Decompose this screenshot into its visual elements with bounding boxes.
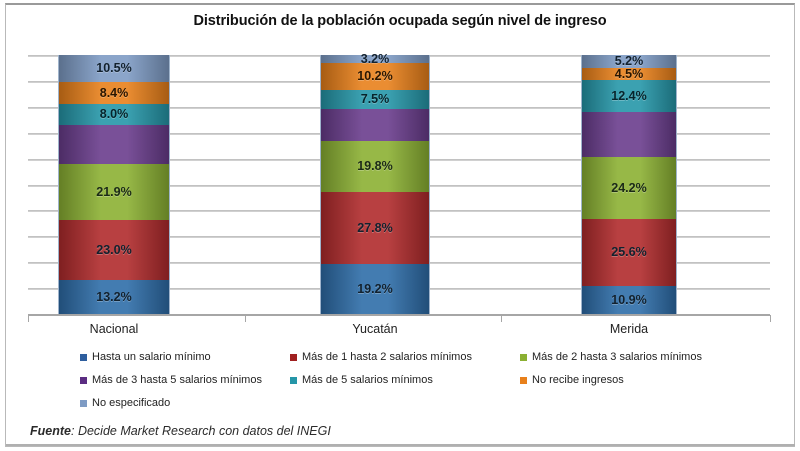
data-label: 4.5% [614,67,644,82]
legend-row: No especificado [80,398,780,421]
data-label: 8.4% [99,85,129,100]
legend-label: Más de 5 salarios mínimos [302,374,433,386]
legend-row: Hasta un salario mínimo Más de 1 hasta 2 … [80,352,780,375]
bar-segment[interactable]: 27.8% [321,192,429,265]
legend-item[interactable]: No recibe ingresos [520,375,624,386]
legend-swatch-icon [520,377,527,384]
chart-title: Distribución de la población ocupada seg… [193,13,607,29]
legend-swatch-icon [290,377,297,384]
bar-segment[interactable]: 21.9% [59,163,169,221]
bar-yucatán[interactable]: 19.2% 27.8% 19.8% 7.5% 10.2% 3.2% [320,51,430,314]
bar-segment[interactable]: 25.6% [582,219,676,286]
data-label: 24.2% [611,180,647,195]
legend-label: Más de 2 hasta 3 salarios mínimos [532,351,702,363]
bar-segment[interactable]: 23.0% [59,220,169,280]
legend-item[interactable]: Más de 1 hasta 2 salarios mínimos [290,352,472,363]
category-label-nacional: Nacional [89,322,139,336]
bar-segment[interactable]: 3.2% [321,51,429,66]
data-label: 23.0% [96,242,132,257]
legend-swatch-icon [80,400,87,407]
chart-legend: Hasta un salario mínimo Más de 1 hasta 2 … [80,352,780,421]
legend-label: No especificado [92,397,171,409]
bar-segment[interactable]: 10.2% [321,63,429,90]
legend-item[interactable]: Más de 2 hasta 3 salarios mínimos [520,352,702,363]
legend-swatch-icon [80,377,87,384]
category-label-merida: Merida [609,322,649,336]
axis-tick [28,315,29,322]
bar-segment[interactable]: 10.9% [582,285,676,314]
legend-item[interactable]: Más de 5 salarios mínimos [290,375,433,386]
data-label: 19.2% [357,281,393,296]
data-label: 10.9% [611,292,647,307]
bar-segment[interactable]: 12.4% [582,80,676,113]
x-axis-line [28,314,770,316]
axis-tick [770,315,771,322]
bar-segment[interactable]: 8.0% [59,103,169,125]
bar-segment[interactable] [59,124,169,164]
bar-nacional[interactable]: 13.2% 23.0% 21.9% 8.0% 8.4% 10.5% [58,55,170,314]
source-note: Fuente: Decide Market Research con datos… [30,424,331,438]
bars-container: 13.2% 23.0% 21.9% 8.0% 8.4% 10.5% 19.2% 27.8% 19… [28,51,770,314]
source-note-text: Decide Market Research con datos del INE… [77,424,331,438]
bar-segment[interactable]: 4.5% [582,67,676,82]
category-label-yucatán: Yucatán [352,322,398,336]
data-label: 13.2% [96,289,132,304]
data-label: 21.9% [96,184,132,199]
data-label: 7.5% [360,92,390,107]
data-label: 5.2% [614,54,644,69]
legend-item[interactable]: Más de 3 hasta 5 salarios mínimos [80,375,262,386]
source-note-prefix: Fuente [30,424,71,438]
data-label: 10.5% [96,61,132,76]
data-label: 12.4% [611,88,647,103]
axis-tick [501,315,502,322]
legend-label: No recibe ingresos [532,374,624,386]
bar-segment[interactable] [321,109,429,141]
legend-swatch-icon [80,354,87,361]
bar-segment[interactable]: 19.8% [321,141,429,193]
data-label: 3.2% [360,51,390,66]
legend-swatch-icon [290,354,297,361]
bar-merida[interactable]: 10.9% 25.6% 24.2% 12.4% 4.5% 5.2% [581,55,677,314]
bar-segment[interactable] [582,112,676,157]
data-label: 19.8% [357,159,393,174]
bar-segment[interactable]: 5.2% [582,54,676,69]
footer-divider [6,444,795,446]
data-label: 8.0% [99,107,129,122]
bar-segment[interactable]: 24.2% [582,156,676,220]
bar-segment[interactable]: 8.4% [59,82,169,104]
data-label: 10.2% [357,69,393,84]
bar-segment[interactable]: 10.5% [59,55,169,83]
legend-swatch-icon [520,354,527,361]
legend-item[interactable]: Hasta un salario mínimo [80,352,211,363]
legend-row: Más de 3 hasta 5 salarios mínimos Más de … [80,375,780,398]
source-note-separator: : [70,424,78,438]
bar-segment[interactable]: 13.2% [59,279,169,314]
axis-tick [245,315,246,322]
bar-segment[interactable]: 7.5% [321,89,429,110]
legend-item[interactable]: No especificado [80,398,170,409]
legend-label: Más de 1 hasta 2 salarios mínimos [302,351,472,363]
category-axis-labels: Nacional Yucatán Merida [28,322,770,342]
bar-segment[interactable]: 19.2% [321,264,429,314]
data-label: 25.6% [611,245,647,260]
legend-label: Hasta un salario mínimo [92,351,211,363]
legend-label: Más de 3 hasta 5 salarios mínimos [92,374,262,386]
data-label: 27.8% [357,221,393,236]
